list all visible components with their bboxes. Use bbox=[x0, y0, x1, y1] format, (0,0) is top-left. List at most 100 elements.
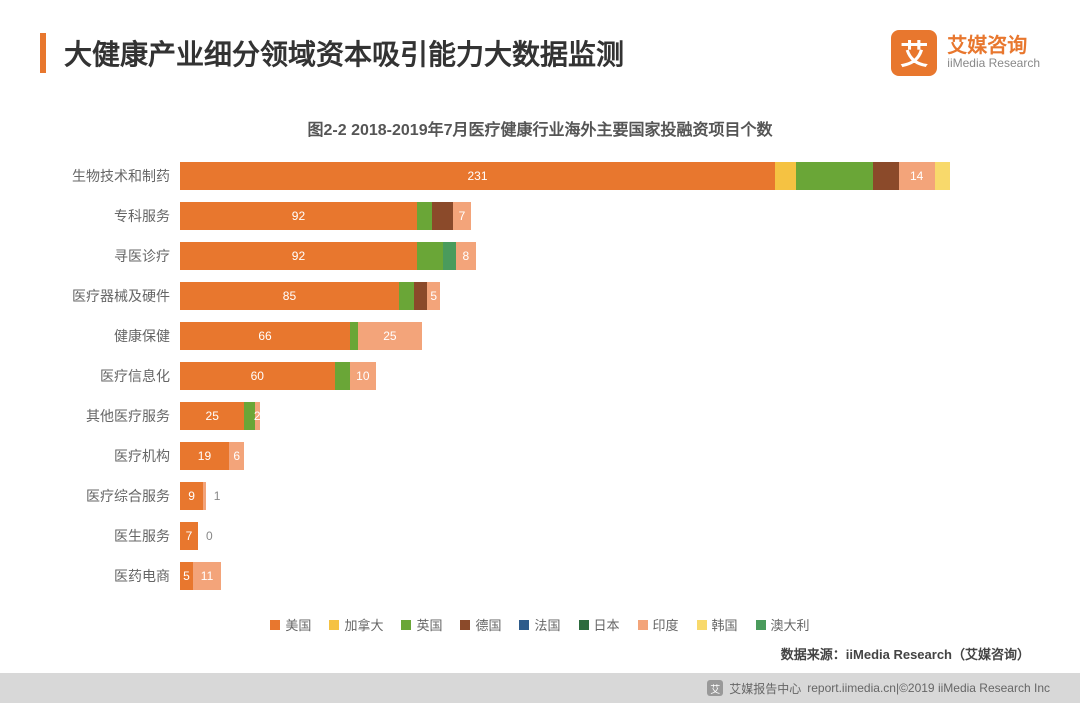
bar-segment bbox=[417, 242, 443, 270]
bar-row: 医疗器械及硬件85 5 bbox=[50, 280, 1030, 312]
segment-value-label: 9 bbox=[188, 489, 195, 503]
bar-track: 25 2 bbox=[180, 402, 1030, 430]
logo-icon: 艾 bbox=[891, 30, 937, 76]
legend-label: 韩国 bbox=[712, 615, 738, 634]
legend-label: 印度 bbox=[653, 615, 679, 634]
bar-segment: 85 bbox=[180, 282, 399, 310]
bar-track: 231 14 bbox=[180, 162, 1030, 190]
bar-track: 85 5 bbox=[180, 282, 1030, 310]
bar-track: 60 10 bbox=[180, 362, 1030, 390]
bar-segment bbox=[796, 162, 873, 190]
legend-swatch bbox=[401, 620, 411, 630]
segment-value-label: 19 bbox=[198, 449, 211, 463]
bar-segment: 25 bbox=[358, 322, 422, 350]
segment-value-label: 7 bbox=[459, 209, 466, 223]
bar-category-label: 医药电商 bbox=[50, 566, 180, 586]
bar-segment: 92 bbox=[180, 242, 417, 270]
bar-segment bbox=[335, 362, 350, 390]
chart-title: 图2-2 2018-2019年7月医疗健康行业海外主要国家投融资项目个数 bbox=[50, 116, 1030, 140]
bar-category-label: 其他医疗服务 bbox=[50, 406, 180, 426]
legend-item: 加拿大 bbox=[329, 615, 383, 634]
legend-swatch bbox=[638, 620, 648, 630]
bar-segment: 231 bbox=[180, 162, 775, 190]
legend-swatch bbox=[756, 620, 766, 630]
legend-swatch bbox=[270, 620, 280, 630]
segment-value-label: 5 bbox=[183, 569, 190, 583]
bar-segment: 10 bbox=[350, 362, 376, 390]
bar-row: 医疗信息化 60 10 bbox=[50, 360, 1030, 392]
segment-value-label: 92 bbox=[292, 209, 305, 223]
segment-value-label: 14 bbox=[910, 169, 923, 183]
bar-segment: 5 bbox=[427, 282, 440, 310]
bar-category-label: 专科服务 bbox=[50, 206, 180, 226]
bar-track: 91 bbox=[180, 482, 1030, 510]
bar-row: 医疗机构 19 6 bbox=[50, 440, 1030, 472]
segment-value-label: 11 bbox=[201, 569, 213, 583]
segment-value-label: 8 bbox=[463, 249, 470, 263]
bar-category-label: 医疗综合服务 bbox=[50, 486, 180, 506]
segment-value-label: 231 bbox=[467, 169, 487, 183]
legend-label: 加拿大 bbox=[344, 615, 383, 634]
bar-segment bbox=[443, 242, 456, 270]
logo-cn: 艾媒咨询 bbox=[947, 35, 1040, 57]
chart-area: 图2-2 2018-2019年7月医疗健康行业海外主要国家投融资项目个数 生物技… bbox=[0, 86, 1080, 639]
bar-track: 92 7 bbox=[180, 202, 1030, 230]
header: 大健康产业细分领域资本吸引能力大数据监测 艾 艾媒咨询 iiMedia Rese… bbox=[0, 0, 1080, 86]
bar-segment: 66 bbox=[180, 322, 350, 350]
bar-track: 19 6 bbox=[180, 442, 1030, 470]
bar-track: 70 bbox=[180, 522, 1030, 550]
legend-item: 德国 bbox=[460, 615, 501, 634]
legend: 美国 加拿大英国德国 法国 日本 印度 韩国 澳大利 bbox=[50, 597, 1030, 639]
bar-segment bbox=[399, 282, 414, 310]
footer: 艾 艾媒报告中心 report.iimedia.cn|©2019 iiMedia… bbox=[0, 673, 1080, 703]
segment-value-label: 60 bbox=[251, 369, 264, 383]
legend-label: 法国 bbox=[534, 615, 560, 634]
legend-item: 日本 bbox=[579, 615, 620, 634]
slide: 大健康产业细分领域资本吸引能力大数据监测 艾 艾媒咨询 iiMedia Rese… bbox=[0, 0, 1080, 703]
bar-category-label: 寻医诊疗 bbox=[50, 246, 180, 266]
bar-segment: 25 bbox=[180, 402, 244, 430]
bar-segment bbox=[775, 162, 796, 190]
segment-value-label: 92 bbox=[292, 249, 305, 263]
bar-row: 生物技术和制药23114 bbox=[50, 160, 1030, 192]
bar-row: 医药电商5 11 bbox=[50, 560, 1030, 592]
bar-segment: 11 bbox=[193, 562, 221, 590]
bar-segment bbox=[350, 322, 358, 350]
segment-value-label: 2 bbox=[254, 409, 261, 423]
bar-category-label: 医疗信息化 bbox=[50, 366, 180, 386]
page-title: 大健康产业细分领域资本吸引能力大数据监测 bbox=[64, 33, 891, 73]
legend-swatch bbox=[697, 620, 707, 630]
bar-row: 专科服务 92 7 bbox=[50, 200, 1030, 232]
bar-segment bbox=[432, 202, 453, 230]
segment-value-label: 5 bbox=[430, 289, 437, 303]
legend-label: 美国 bbox=[285, 615, 311, 634]
bar-segment: 8 bbox=[456, 242, 477, 270]
logo: 艾 艾媒咨询 iiMedia Research bbox=[891, 30, 1040, 76]
bar-row: 寻医诊疗 92 8 bbox=[50, 240, 1030, 272]
footer-label: 艾媒报告中心 bbox=[729, 680, 801, 697]
bar-segment: 1 bbox=[203, 482, 206, 510]
bar-segment: 14 bbox=[899, 162, 935, 190]
legend-item: 韩国 bbox=[697, 615, 738, 634]
bar-category-label: 医生服务 bbox=[50, 526, 180, 546]
footer-url: report.iimedia.cn|©2019 iiMedia Research… bbox=[807, 681, 1050, 695]
bar-segment: 7 bbox=[453, 202, 471, 230]
bar-segment: 2 bbox=[255, 402, 260, 430]
bar-segment bbox=[873, 162, 899, 190]
bar-segment: 6 bbox=[229, 442, 244, 470]
legend-item: 英国 bbox=[401, 615, 442, 634]
legend-label: 日本 bbox=[594, 615, 620, 634]
bar-track: 92 8 bbox=[180, 242, 1030, 270]
bar-category-label: 医疗机构 bbox=[50, 446, 180, 466]
bar-segment: 60 bbox=[180, 362, 335, 390]
segment-value-label: 6 bbox=[233, 449, 240, 463]
logo-en: iiMedia Research bbox=[947, 57, 1040, 70]
legend-item: 印度 bbox=[638, 615, 679, 634]
legend-swatch bbox=[519, 620, 529, 630]
bar-segment: 9 bbox=[180, 482, 203, 510]
legend-label: 澳大利 bbox=[771, 615, 810, 634]
title-accent-bar bbox=[40, 33, 46, 73]
legend-swatch bbox=[329, 620, 339, 630]
bar-category-label: 医疗器械及硬件 bbox=[50, 286, 180, 306]
bar-row: 其他医疗服务25 2 bbox=[50, 400, 1030, 432]
